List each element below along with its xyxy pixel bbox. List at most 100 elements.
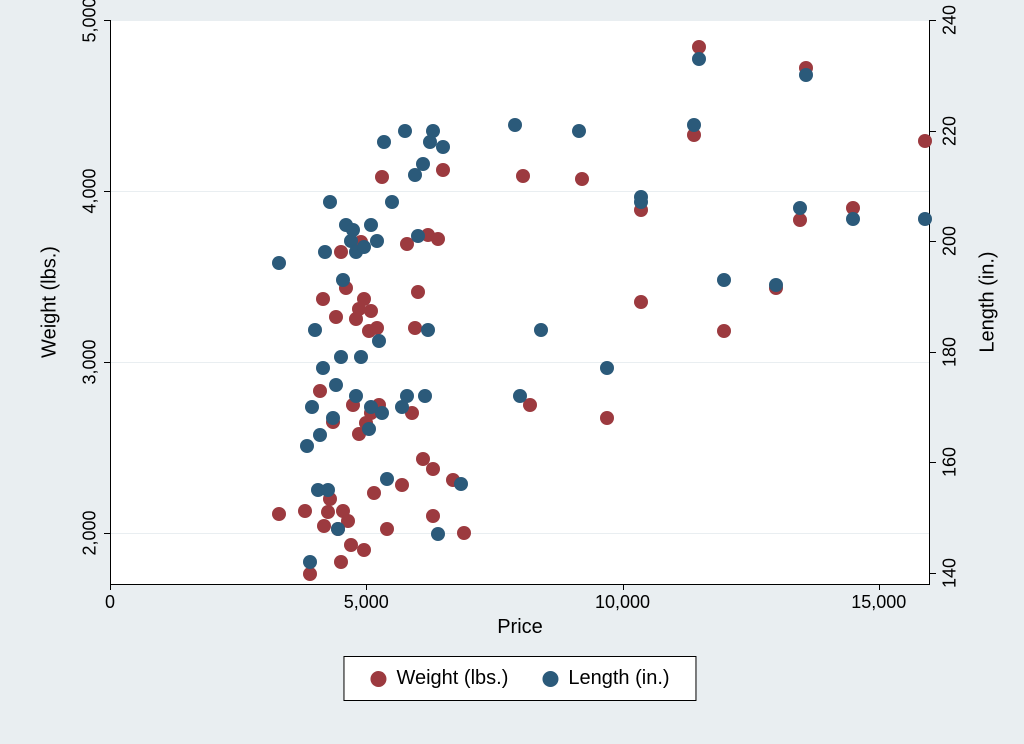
point-length [377,135,391,149]
y-right-tick [930,131,936,132]
point-weight [329,310,343,324]
gridline [110,20,930,21]
y-right-tick [930,462,936,463]
point-length [454,477,468,491]
point-length [300,439,314,453]
x-axis-line [110,584,930,585]
x-tick-label: 0 [105,592,115,613]
point-length [385,195,399,209]
point-length [375,406,389,420]
x-tick [366,584,367,590]
point-length [318,245,332,259]
point-weight [272,507,286,521]
point-length [364,218,378,232]
point-length [687,118,701,132]
x-tick-label: 15,000 [851,592,906,613]
point-length [799,68,813,82]
point-weight [717,324,731,338]
y-right-tick [930,241,936,242]
point-weight [321,505,335,519]
point-weight [375,170,389,184]
point-length [316,361,330,375]
point-length [313,428,327,442]
point-weight [334,245,348,259]
point-length [370,234,384,248]
point-length [305,400,319,414]
point-length [331,522,345,536]
y-left-tick [104,20,110,21]
y-right-tick-label: 160 [940,447,961,477]
point-length [534,323,548,337]
point-weight [426,509,440,523]
point-weight [436,163,450,177]
point-length [436,140,450,154]
y-right-tick [930,352,936,353]
y-left-tick-label: 2,000 [80,510,101,555]
point-length [272,256,286,270]
y-left-axis-line [110,20,111,584]
point-length [321,483,335,497]
legend-label: Weight (lbs.) [396,667,508,690]
point-weight [357,543,371,557]
point-length [346,223,360,237]
point-length [513,389,527,403]
point-weight [634,295,648,309]
point-weight [575,172,589,186]
point-length [508,118,522,132]
point-length [431,527,445,541]
y-left-tick [104,191,110,192]
point-weight [298,504,312,518]
y-left-tick-label: 5,000 [80,0,101,43]
point-length [336,273,350,287]
point-weight [380,522,394,536]
legend-item-weight: Weight (lbs.) [370,667,508,690]
point-weight [370,321,384,335]
point-weight [793,213,807,227]
point-length [572,124,586,138]
point-weight [411,285,425,299]
y-left-tick-label: 4,000 [80,168,101,213]
y-right-axis-line [929,20,930,584]
y-right-tick-label: 220 [940,116,961,146]
x-tick [110,584,111,590]
point-length [692,52,706,66]
gridline [110,362,930,363]
point-length [308,323,322,337]
point-length [303,555,317,569]
point-weight [457,526,471,540]
point-length [398,124,412,138]
point-weight [516,169,530,183]
point-length [918,212,932,226]
point-length [600,361,614,375]
point-length [634,190,648,204]
point-length [717,273,731,287]
point-length [380,472,394,486]
point-weight [364,304,378,318]
legend-item-length: Length (in.) [542,667,669,690]
point-length [416,157,430,171]
point-weight [426,462,440,476]
legend-swatch [370,671,386,687]
point-length [411,229,425,243]
point-weight [918,134,932,148]
point-length [354,350,368,364]
y-right-axis-title: Length (in.) [977,251,1000,352]
y-right-tick [930,20,936,21]
legend-swatch [542,671,558,687]
y-left-axis-title: Weight (lbs.) [39,246,62,358]
gridline [110,533,930,534]
y-left-tick [104,362,110,363]
point-length [418,389,432,403]
x-tick-label: 10,000 [595,592,650,613]
point-weight [317,519,331,533]
point-length [323,195,337,209]
point-length [329,378,343,392]
x-axis-title: Price [497,616,543,639]
point-weight [395,478,409,492]
gridline [110,191,930,192]
point-length [846,212,860,226]
legend: Weight (lbs.) Length (in.) [343,656,696,701]
y-left-tick [104,533,110,534]
x-tick-label: 5,000 [344,592,389,613]
x-tick [623,584,624,590]
